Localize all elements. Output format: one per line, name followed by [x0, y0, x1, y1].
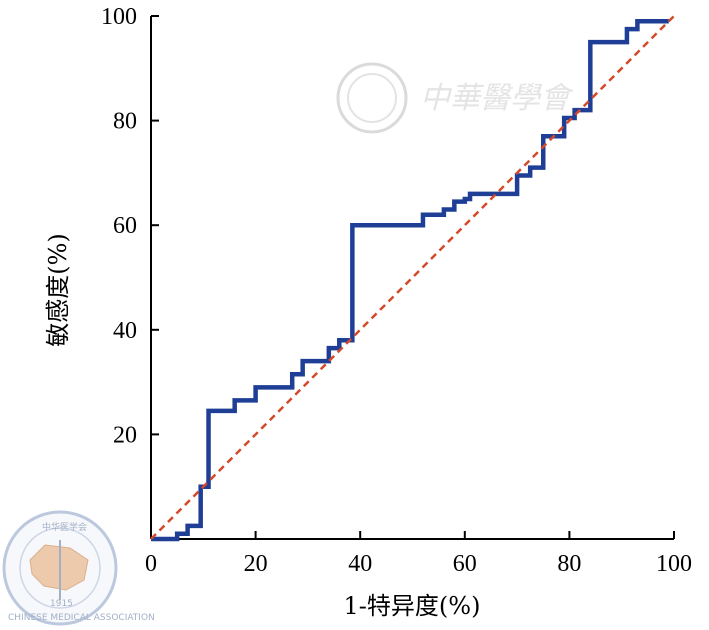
association-seal-year: 1915 — [50, 599, 73, 609]
x-axis-title: 1-特异度(%) — [344, 592, 481, 620]
x-tick-label: 100 — [656, 551, 692, 577]
y-tick-label: 40 — [113, 318, 137, 344]
y-tick-label: 20 — [113, 422, 137, 448]
x-tick-label: 80 — [557, 551, 581, 577]
y-tick-label: 100 — [101, 4, 137, 30]
x-tick-label: 0 — [145, 551, 157, 577]
x-tick-label: 40 — [348, 551, 372, 577]
association-seal-chars: 中华医学会 — [42, 521, 87, 533]
association-seal: 中华医学会 1915 CHINESE MEDICAL ASSOCIATION — [2, 510, 155, 626]
reference-line — [150, 15, 675, 540]
association-seal-text: CHINESE MEDICAL ASSOCIATION — [8, 613, 155, 623]
tick-labels: 0 20 40 60 80 100 20 40 60 80 100 — [101, 4, 692, 577]
watermark-text: 中華醫學會 — [420, 81, 574, 116]
y-tick-label: 80 — [113, 109, 137, 135]
roc-curve — [151, 18, 669, 542]
ticks — [150, 15, 675, 539]
y-axis-title: 敏感度(%) — [44, 233, 72, 347]
y-tick-label: 60 — [113, 213, 137, 239]
x-tick-label: 20 — [244, 551, 268, 577]
watermark-seal-icon — [336, 62, 408, 134]
watermark-seal-inner-icon — [347, 73, 397, 123]
watermark: 中華醫學會 — [336, 62, 574, 134]
association-seal-ring-icon — [19, 527, 101, 609]
series-layer — [150, 15, 675, 542]
x-tick-label: 60 — [453, 551, 477, 577]
